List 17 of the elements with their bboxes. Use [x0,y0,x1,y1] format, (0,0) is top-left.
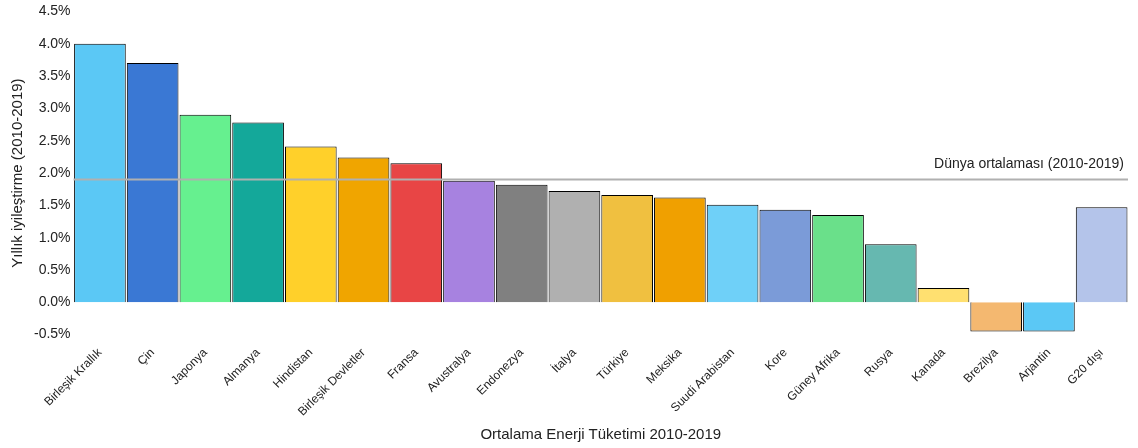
y-tick-label: 0.5% [38,260,71,277]
x-tick-label: Çin [134,345,158,368]
y-tick-label: 0.0% [38,293,71,310]
y-tick-label: 1.5% [38,196,71,213]
x-tick-label: Kore [761,345,790,374]
y-tick-label: 2.0% [38,163,71,180]
y-tick-label: 4.0% [38,34,71,51]
x-tick-label: G20 dışı [1064,345,1107,388]
y-tick-label: 2.5% [38,131,71,148]
x-axis-title: Ortalama Enerji Tüketimi 2010-2019 [480,425,722,443]
y-tick-label: 3.0% [38,99,71,116]
y-tick-label: 3.5% [38,66,71,83]
y-tick-label: 4.5% [38,2,71,19]
y-tick-label: 1.0% [38,228,71,245]
ref-line-label: Dünya ortalaması (2010-2019) [934,155,1124,172]
y-axis-title: Yıllık iyileştirme (2010-2019) [8,78,26,268]
y-tick-label: -0.5% [33,325,71,342]
